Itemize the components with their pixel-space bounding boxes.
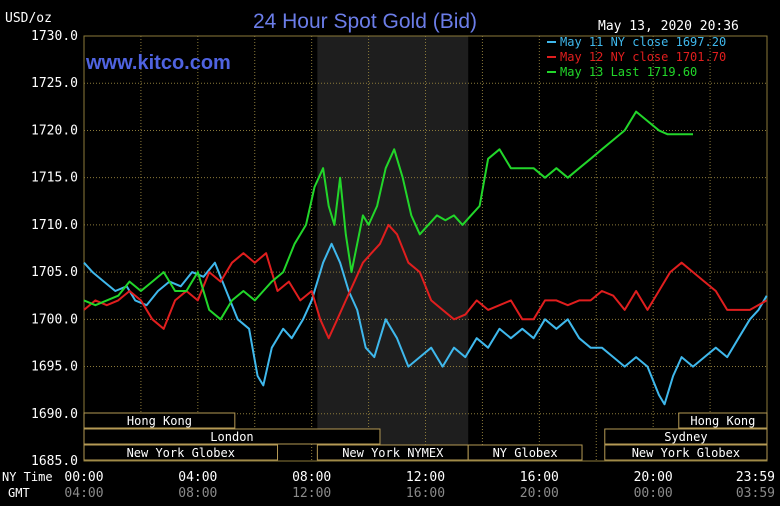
- series-line-may11: [83, 242, 768, 406]
- nymex-session-shade: [317, 36, 469, 461]
- session-box: [604, 428, 768, 445]
- y-tick-label: 1705.0: [31, 265, 78, 280]
- x-tick-label-gmt: 00:00: [634, 486, 673, 501]
- session-box: [678, 412, 768, 429]
- session-label: New York Globex: [632, 446, 740, 460]
- session-box: [83, 428, 381, 445]
- x-tick-label-ny: 23:59: [736, 470, 775, 485]
- chart-title: 24 Hour Spot Gold (Bid): [253, 10, 477, 33]
- session-bars: Hong Kong Hong Kong London Sydney New York G…: [83, 412, 768, 461]
- session-box: [604, 444, 768, 461]
- x-tick-label-ny: 16:00: [520, 470, 559, 485]
- chart-gridlines: [84, 35, 767, 462]
- watermark-url: www.kitco.com: [85, 52, 231, 74]
- y-axis-ticks: 1685.0 1690.0 1695.0 1700.0 1705.0 1710.0 1715…: [31, 29, 78, 469]
- legend-entry-may12: May 12 NY close 1701.70: [560, 50, 726, 64]
- session-label: Hong Kong: [690, 414, 755, 428]
- x-tick-label-gmt: 08:00: [178, 486, 217, 501]
- session-label: London: [210, 430, 253, 444]
- legend-entry-may11: May 11 NY close 1697.20: [560, 35, 726, 49]
- y-tick-label: 1695.0: [31, 360, 78, 375]
- session-box: [83, 444, 279, 461]
- footer-gmt-label: GMT: [8, 486, 30, 500]
- y-tick-label: 1725.0: [31, 76, 78, 91]
- y-axis-units: USD/oz: [5, 11, 52, 26]
- session-box: [83, 412, 236, 429]
- session-box: [467, 444, 583, 461]
- x-tick-label-gmt: 20:00: [520, 486, 559, 501]
- y-tick-label: 1700.0: [31, 312, 78, 327]
- series-line-may13: [83, 110, 693, 321]
- session-label: New York Globex: [127, 446, 235, 460]
- x-tick-label-gmt: 12:00: [292, 486, 331, 501]
- timestamp: May 13, 2020 20:36: [598, 19, 739, 34]
- session-label: Hong Kong: [127, 414, 192, 428]
- y-tick-label: 1685.0: [31, 454, 78, 469]
- legend-entry-may13: May 13 Last 1719.60: [560, 65, 697, 79]
- y-tick-label: 1710.0: [31, 218, 78, 233]
- x-tick-label-gmt: 03:59: [736, 486, 775, 501]
- x-tick-label-ny: 08:00: [292, 470, 331, 485]
- x-tick-label-ny: 12:00: [406, 470, 445, 485]
- plot-frame: [83, 35, 768, 462]
- x-tick-label-gmt: 16:00: [406, 486, 445, 501]
- y-tick-label: 1720.0: [31, 123, 78, 138]
- session-label: New York NYMEX: [342, 446, 444, 460]
- y-tick-label: 1690.0: [31, 407, 78, 422]
- y-tick-label: 1715.0: [31, 171, 78, 186]
- footer-ny-time-label: NY Time: [2, 470, 53, 484]
- series-line-may12: [83, 223, 768, 340]
- x-tick-label-gmt: 04:00: [64, 486, 103, 501]
- x-tick-label-ny: 20:00: [634, 470, 673, 485]
- x-tick-label-ny: 04:00: [178, 470, 217, 485]
- y-tick-label: 1730.0: [31, 29, 78, 44]
- series-layer: [83, 110, 768, 406]
- session-label: Sydney: [664, 430, 707, 444]
- x-tick-label-ny: 00:00: [64, 470, 103, 485]
- session-label: NY Globex: [493, 446, 558, 460]
- x-axis-ticks: 00:00 04:00 08:00 12:00 16:00 20:00 23:5904:00…: [64, 470, 775, 501]
